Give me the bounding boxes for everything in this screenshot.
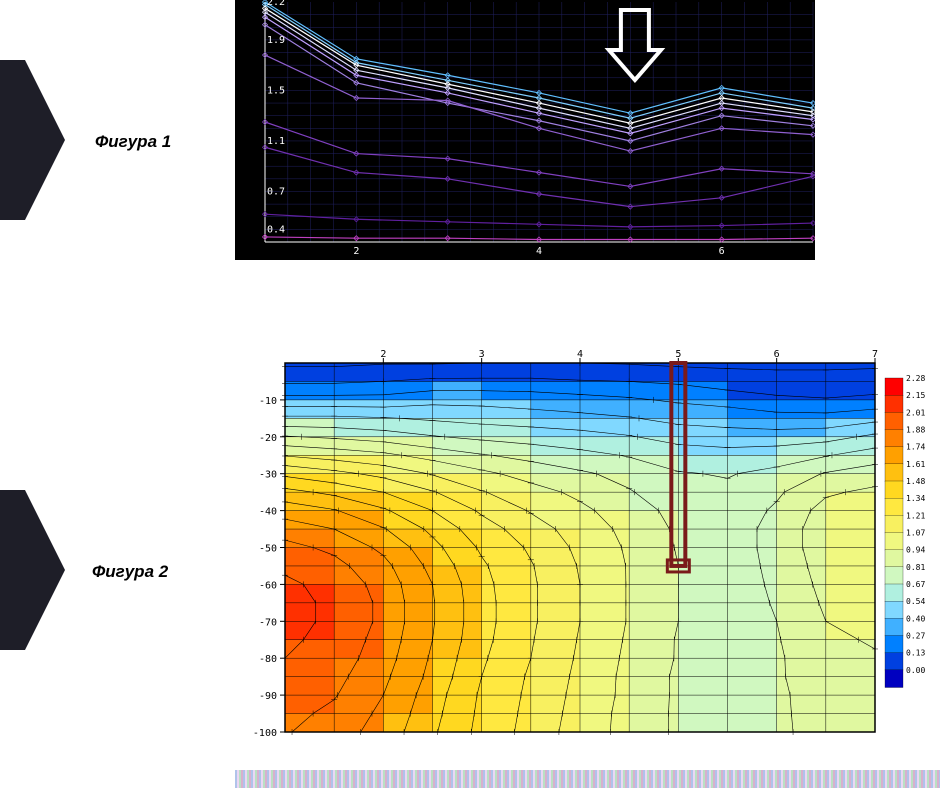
svg-text:-100: -100 bbox=[253, 728, 277, 739]
svg-text:0.00: 0.00 bbox=[906, 666, 925, 675]
svg-text:7: 7 bbox=[872, 349, 878, 360]
svg-text:0.94: 0.94 bbox=[906, 546, 925, 555]
svg-text:0.81: 0.81 bbox=[906, 563, 925, 572]
svg-text:0.67: 0.67 bbox=[906, 580, 925, 589]
svg-text:4: 4 bbox=[536, 246, 542, 257]
svg-text:-60: -60 bbox=[259, 580, 277, 591]
svg-text:-40: -40 bbox=[259, 507, 277, 518]
svg-text:6: 6 bbox=[719, 246, 725, 257]
figure1-chart: 0.4 0.7 1.1 1.5 1.9 2.2 2 4 6 bbox=[235, 0, 815, 260]
svg-text:2.28: 2.28 bbox=[906, 374, 925, 383]
svg-text:6: 6 bbox=[774, 349, 780, 360]
svg-text:1.74: 1.74 bbox=[906, 443, 925, 452]
svg-text:1.5: 1.5 bbox=[267, 85, 285, 96]
svg-text:4: 4 bbox=[577, 349, 583, 360]
svg-text:-20: -20 bbox=[259, 433, 277, 444]
svg-text:0.4: 0.4 bbox=[267, 224, 285, 235]
svg-text:1.1: 1.1 bbox=[267, 136, 285, 147]
side-arrow-1 bbox=[0, 60, 65, 220]
svg-text:2.15: 2.15 bbox=[906, 391, 925, 400]
svg-text:1.34: 1.34 bbox=[906, 494, 925, 503]
svg-text:-90: -90 bbox=[259, 691, 277, 702]
figure2-chart: 2 3 4 5 6 7 -10 -20 -30 -40 -50 -60 -70 -80 -90 -100 2.2… bbox=[235, 345, 940, 740]
figure2-label: Фигура 2 bbox=[92, 562, 168, 582]
svg-text:0.40: 0.40 bbox=[906, 614, 925, 623]
svg-text:1.07: 1.07 bbox=[906, 529, 925, 538]
svg-text:1.9: 1.9 bbox=[267, 35, 285, 46]
figure1-label: Фигура 1 bbox=[95, 132, 171, 152]
svg-text:-10: -10 bbox=[259, 396, 277, 407]
svg-text:2.01: 2.01 bbox=[906, 408, 925, 417]
svg-text:2.2: 2.2 bbox=[267, 0, 285, 8]
side-arrow-2 bbox=[0, 490, 65, 650]
svg-text:0.13: 0.13 bbox=[906, 649, 925, 658]
svg-text:-70: -70 bbox=[259, 617, 277, 628]
svg-text:0.27: 0.27 bbox=[906, 632, 925, 641]
svg-text:2: 2 bbox=[380, 349, 386, 360]
svg-text:1.88: 1.88 bbox=[906, 426, 925, 435]
svg-text:-30: -30 bbox=[259, 470, 277, 481]
svg-text:-80: -80 bbox=[259, 654, 277, 665]
svg-text:0.54: 0.54 bbox=[906, 597, 925, 606]
svg-text:1.48: 1.48 bbox=[906, 477, 925, 486]
svg-text:-50: -50 bbox=[259, 544, 277, 555]
svg-text:1.21: 1.21 bbox=[906, 511, 925, 520]
svg-text:0.7: 0.7 bbox=[267, 186, 285, 197]
svg-text:5: 5 bbox=[675, 349, 681, 360]
svg-text:3: 3 bbox=[479, 349, 485, 360]
noise-strip bbox=[235, 770, 940, 788]
svg-text:2: 2 bbox=[353, 246, 359, 257]
svg-text:1.61: 1.61 bbox=[906, 460, 925, 469]
